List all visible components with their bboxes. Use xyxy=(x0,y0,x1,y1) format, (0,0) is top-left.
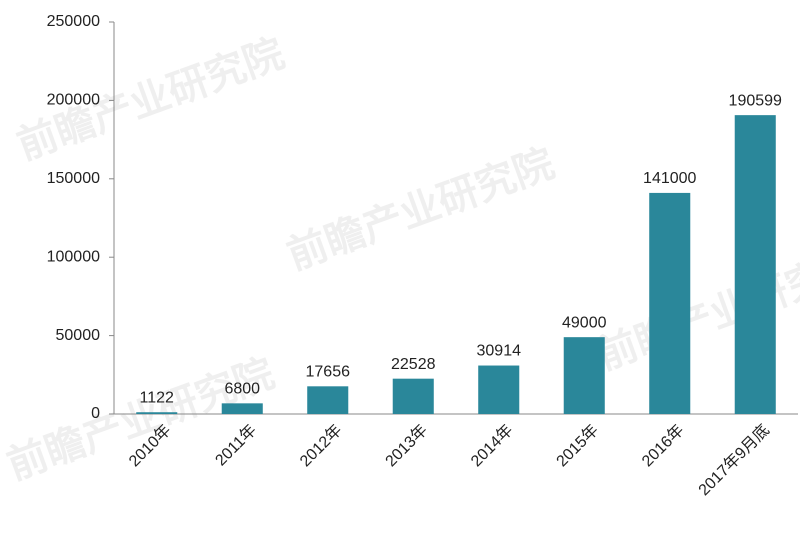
value-label: 141000 xyxy=(643,170,696,187)
value-label: 22528 xyxy=(391,356,436,373)
bar xyxy=(563,337,605,414)
x-tick-label: 2014年 xyxy=(467,421,516,470)
bar xyxy=(478,365,520,414)
value-label: 49000 xyxy=(562,314,607,331)
y-tick-label: 200000 xyxy=(47,92,100,109)
value-label: 30914 xyxy=(477,343,522,360)
y-tick-label: 50000 xyxy=(56,327,101,344)
watermark: 前瞻产业研究院 xyxy=(282,141,560,278)
x-tick-label: 2013年 xyxy=(382,421,431,470)
value-label: 1122 xyxy=(140,389,175,406)
bar xyxy=(392,378,434,414)
bar xyxy=(136,412,178,414)
x-tick-label: 2011年 xyxy=(212,421,260,469)
bar xyxy=(307,386,349,414)
y-tick-label: 150000 xyxy=(47,170,100,187)
x-tick-label: 2015年 xyxy=(553,421,602,470)
bar xyxy=(734,115,776,414)
value-label: 190599 xyxy=(729,92,782,109)
watermark: 前瞻产业研究院 xyxy=(2,351,280,488)
x-tick-label: 2012年 xyxy=(296,421,345,470)
value-label: 6800 xyxy=(224,381,260,398)
y-tick-label: 100000 xyxy=(47,248,100,265)
x-tick-label: 2017年9月底 xyxy=(695,421,773,499)
x-tick-label: 2016年 xyxy=(638,421,687,470)
bar xyxy=(221,403,263,414)
bar xyxy=(649,192,691,414)
y-tick-label: 250000 xyxy=(47,13,100,30)
y-tick-label: 0 xyxy=(91,405,100,422)
value-label: 17656 xyxy=(306,364,351,381)
